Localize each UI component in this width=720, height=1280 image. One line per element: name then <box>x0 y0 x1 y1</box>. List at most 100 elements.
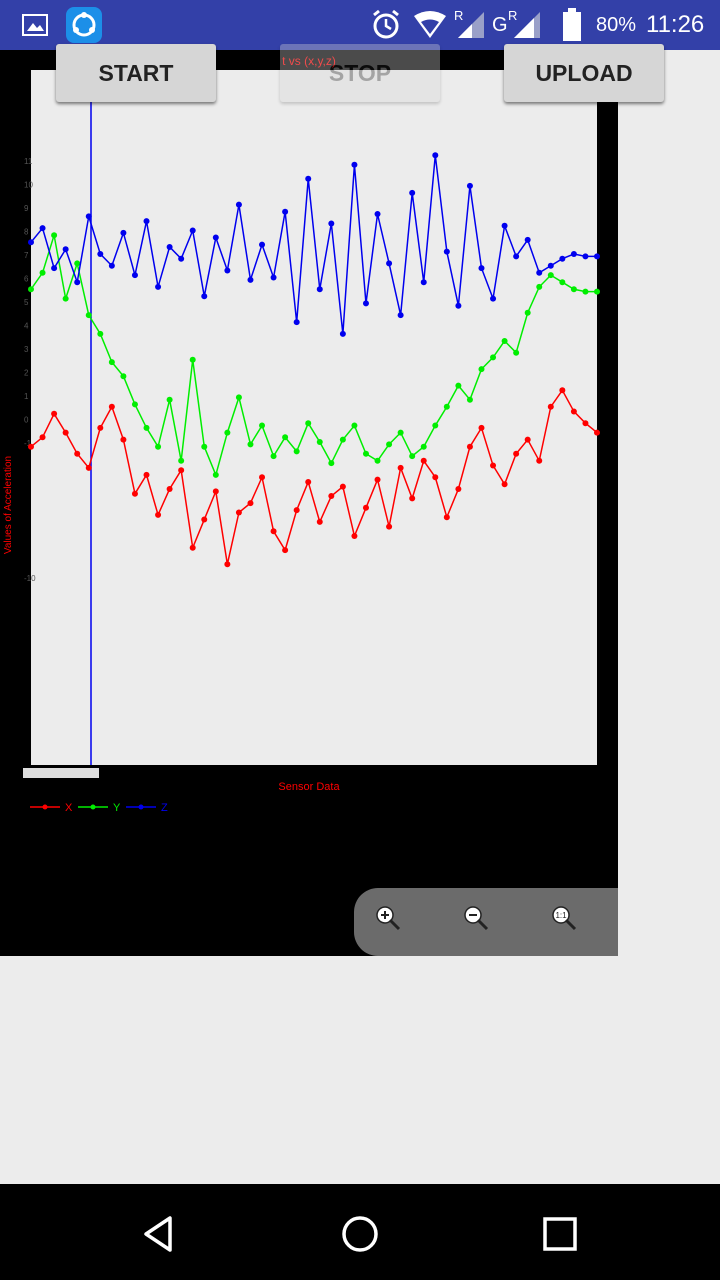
data-point-x <box>409 495 416 502</box>
data-point-x <box>501 481 508 488</box>
y-tick-label: 1 <box>24 392 29 401</box>
data-point-z <box>201 293 208 300</box>
data-point-z <box>293 319 300 326</box>
recents-icon[interactable] <box>530 1204 590 1264</box>
back-icon[interactable] <box>130 1204 190 1264</box>
data-point-y <box>259 422 266 429</box>
series-line-z <box>30 155 597 334</box>
status-bar: R G R 80% 11:26 <box>0 0 720 50</box>
data-point-z <box>305 175 312 182</box>
data-point-z <box>143 218 150 225</box>
data-point-y <box>582 288 589 295</box>
data-point-z <box>466 182 473 189</box>
data-point-x <box>143 471 150 478</box>
data-point-y <box>536 283 543 290</box>
data-point-y <box>143 424 150 431</box>
clock: 11:26 <box>646 11 705 38</box>
y-tick-label: 7 <box>24 251 29 260</box>
data-point-x <box>224 561 231 568</box>
data-point-x <box>155 511 162 518</box>
data-point-z <box>97 251 104 257</box>
data-point-y <box>559 279 566 286</box>
data-point-y <box>235 394 242 401</box>
alarm-icon <box>370 0 402 50</box>
legend-marker-x <box>42 804 48 810</box>
data-point-z <box>74 279 81 286</box>
battery-percent: 80% <box>596 13 637 36</box>
sensor-chart[interactable]: t vs (x,y,z) Sensor Data Values of Accel… <box>0 50 618 956</box>
y-tick-label: 9 <box>24 204 29 213</box>
data-point-y <box>478 366 485 373</box>
data-point-x <box>51 410 58 417</box>
data-point-z <box>536 269 543 276</box>
data-point-x <box>189 544 196 551</box>
legend-label-x: X <box>65 802 73 814</box>
data-point-x <box>166 486 173 492</box>
data-point-x <box>62 429 69 436</box>
data-point-x <box>316 518 323 525</box>
data-point-y <box>339 436 346 443</box>
legend-marker-z <box>138 804 144 810</box>
data-point-y <box>270 453 277 460</box>
data-point-x <box>212 488 219 495</box>
data-point-z <box>316 286 323 293</box>
data-point-z <box>570 251 577 257</box>
data-point-z <box>270 274 277 281</box>
home-icon[interactable] <box>330 1204 390 1264</box>
y-tick-label: 3 <box>24 345 29 354</box>
data-point-z <box>524 236 531 243</box>
y-tick-label: 11 <box>24 157 33 166</box>
data-point-x <box>28 443 34 450</box>
start-button[interactable]: START <box>56 44 216 102</box>
data-point-y <box>62 295 69 302</box>
legend-label-y: Y <box>113 802 121 814</box>
data-point-z <box>85 213 92 220</box>
data-point-x <box>282 547 289 554</box>
wifi-icon <box>412 0 448 50</box>
data-point-y <box>85 312 92 319</box>
data-point-x <box>39 434 46 441</box>
legend-label-z: Z <box>161 802 168 814</box>
y-tick-label: 6 <box>24 275 29 284</box>
data-point-y <box>524 309 531 316</box>
data-point-y <box>594 288 600 295</box>
data-point-x <box>397 464 404 471</box>
data-point-x <box>547 403 554 410</box>
zoom-in-icon[interactable] <box>368 898 408 938</box>
scroll-indicator[interactable] <box>23 768 99 778</box>
data-point-x <box>374 476 381 483</box>
data-point-y <box>155 443 162 450</box>
data-point-z <box>120 229 127 236</box>
y-tick-label: -1 <box>24 439 32 448</box>
data-point-x <box>455 486 462 492</box>
data-point-x <box>524 436 531 443</box>
data-point-y <box>120 373 127 380</box>
data-point-x <box>120 436 127 443</box>
data-point-x <box>362 504 369 511</box>
data-point-x <box>432 474 439 481</box>
data-point-y <box>39 269 46 276</box>
data-point-y <box>28 286 34 293</box>
gallery-icon <box>22 0 50 50</box>
data-point-z <box>455 302 462 309</box>
data-point-y <box>224 429 231 436</box>
upload-button[interactable]: UPLOAD <box>504 44 664 102</box>
data-point-x <box>74 450 81 457</box>
data-point-x <box>270 528 277 535</box>
data-point-x <box>386 523 393 530</box>
data-point-z <box>397 312 404 319</box>
zoom-controls: 1:1 <box>354 888 618 956</box>
data-point-y <box>420 443 427 450</box>
data-point-z <box>386 260 393 267</box>
data-point-x <box>420 457 427 464</box>
zoom-out-icon[interactable] <box>456 898 496 938</box>
data-point-z <box>559 255 566 262</box>
data-point-z <box>547 262 554 269</box>
y-tick-label: 2 <box>24 369 29 378</box>
zoom-reset-icon[interactable]: 1:1 <box>544 898 584 938</box>
data-point-z <box>235 201 242 208</box>
data-point-z <box>374 211 381 218</box>
data-point-z <box>155 283 162 290</box>
data-point-y <box>570 286 577 293</box>
stop-button[interactable]: STOP <box>280 44 440 102</box>
